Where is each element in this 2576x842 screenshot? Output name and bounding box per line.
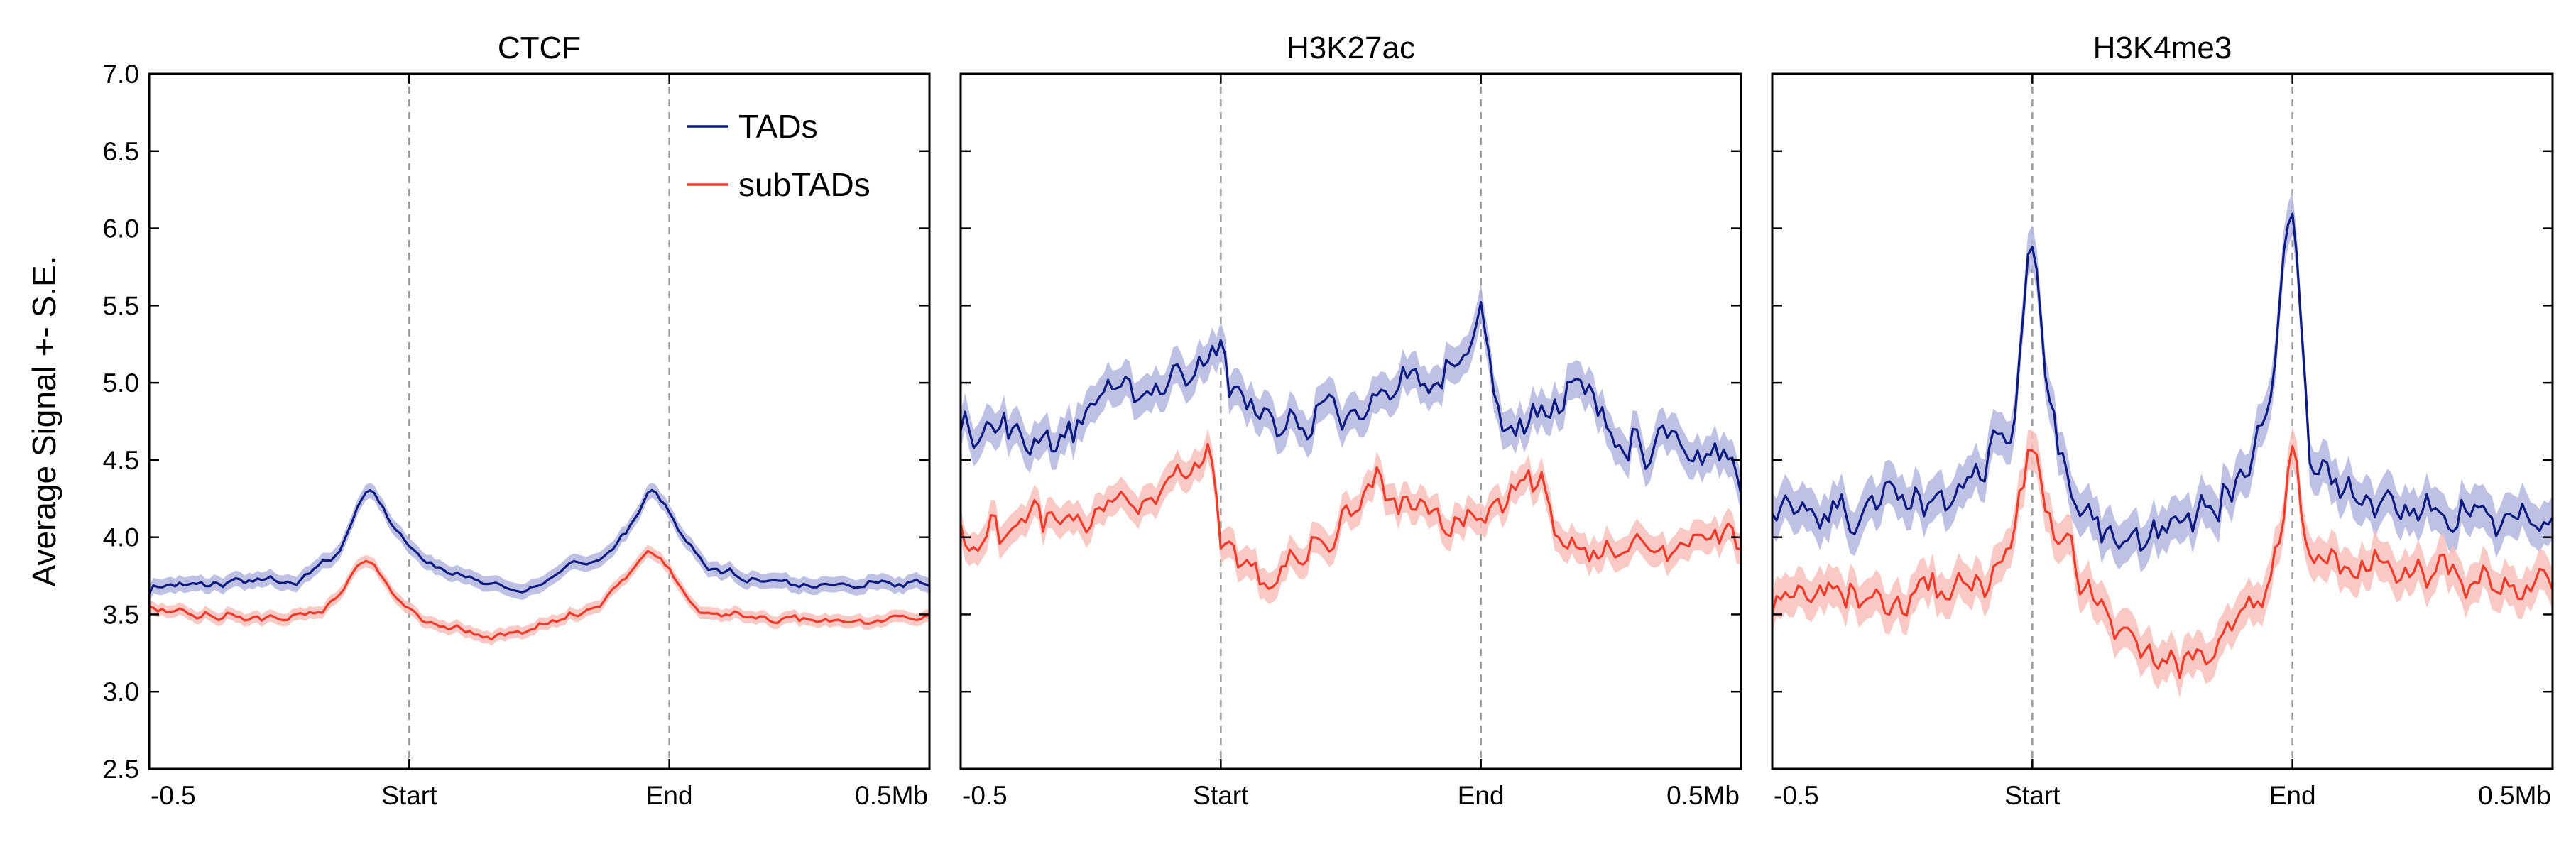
plot-area xyxy=(961,283,1741,604)
y-tick-label: 6.0 xyxy=(103,214,139,244)
x-tick-label: -0.5 xyxy=(962,781,1008,810)
se-band-subtads xyxy=(149,545,929,646)
x-tick-label: 0.5Mb xyxy=(855,781,928,810)
se-band-tads xyxy=(961,283,1741,513)
y-tick-label: 3.5 xyxy=(103,600,139,629)
x-tick-label: -0.5 xyxy=(151,781,196,810)
legend: TADs subTADs xyxy=(687,108,871,203)
y-tick-label: 6.5 xyxy=(103,137,139,166)
panel-h3k27ac: H3K27ac -0.5 Start End 0.5Mb xyxy=(959,31,1742,810)
x-tick-label: End xyxy=(1458,781,1505,810)
y-tick-label: 4.5 xyxy=(103,446,139,475)
x-tick-label: 0.5Mb xyxy=(1666,781,1740,810)
panel-h3k4me3: H3K4me3 -0.5 Start End 0.5Mb xyxy=(1771,31,2554,810)
x-tick-label: Start xyxy=(2004,781,2061,810)
axes-frame xyxy=(959,72,1742,770)
x-tick-label: Start xyxy=(1193,781,1249,810)
y-tick-label: 7.0 xyxy=(103,60,139,89)
series-line-tads xyxy=(149,488,929,594)
plot-area xyxy=(149,482,929,646)
se-band-tads xyxy=(149,482,929,601)
panel-ctcf: CTCF 2.5 3.0 3.5 4.0 4.5 5.0 5.5 6.0 6.5 7.0 -0.5 St… xyxy=(103,31,931,810)
panel-title: CTCF xyxy=(498,31,581,65)
series-line-subtads xyxy=(149,550,929,641)
legend-label-subtads: subTADs xyxy=(738,166,871,203)
plot-area xyxy=(1772,192,2553,699)
series-line-tads xyxy=(1772,212,2553,552)
y-tick-label: 2.5 xyxy=(103,755,139,784)
panel-title: H3K27ac xyxy=(1287,31,1415,65)
x-tick-label: -0.5 xyxy=(1774,781,1819,810)
axes-frame xyxy=(148,72,931,770)
series-line-subtads xyxy=(1772,445,2553,679)
legend-label-tads: TADs xyxy=(738,108,818,145)
axes-frame xyxy=(1771,72,2554,770)
x-tick-label: End xyxy=(646,781,693,810)
y-tick-label: 4.0 xyxy=(103,523,139,552)
y-tick-label: 3.0 xyxy=(103,677,139,706)
se-band-subtads xyxy=(1772,426,2553,699)
se-band-tads xyxy=(1772,192,2553,573)
x-tick-label: 0.5Mb xyxy=(2478,781,2551,810)
series-line-subtads xyxy=(961,442,1741,590)
y-tick-label: 5.0 xyxy=(103,368,139,398)
y-axis-label: Average Signal +- S.E. xyxy=(26,256,62,587)
x-tick-label: Start xyxy=(381,781,437,810)
x-tick-label: End xyxy=(2269,781,2316,810)
panel-title: H3K4me3 xyxy=(2093,31,2232,65)
series-line-tads xyxy=(961,301,1741,494)
y-tick-label: 5.5 xyxy=(103,291,139,320)
